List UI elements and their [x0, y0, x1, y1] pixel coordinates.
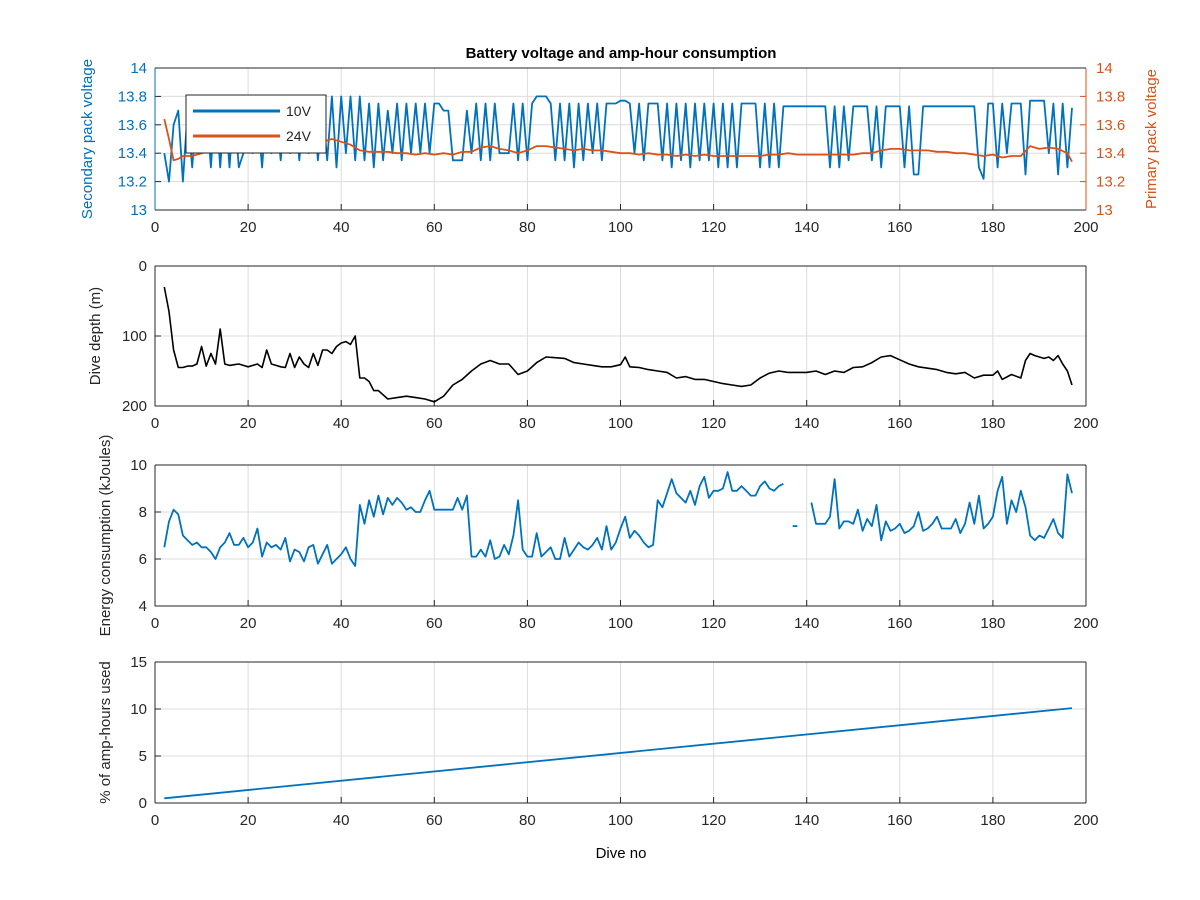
y-right-tick-label: 13.4 [1096, 145, 1125, 162]
x-tick-label: 200 [1073, 615, 1098, 632]
y-tick-label: 13.6 [118, 117, 147, 134]
series-line [163, 286, 1073, 403]
x-tick-label: 20 [240, 219, 257, 236]
x-tick-label: 160 [887, 219, 912, 236]
x-tick-label: 140 [794, 219, 819, 236]
x-tick-label: 60 [426, 415, 443, 432]
y-tick-label: 15 [130, 654, 147, 671]
x-tick-label: 40 [333, 812, 350, 829]
legend-entry: 10V [286, 103, 312, 119]
x-tick-label: 120 [701, 812, 726, 829]
x-tick-label: 120 [701, 415, 726, 432]
x-tick-label: 80 [519, 415, 536, 432]
y-axis-label: Energy consumption (kJoules) [97, 435, 114, 637]
x-tick-label: 100 [608, 615, 633, 632]
y-right-tick-label: 14 [1096, 60, 1113, 77]
y-tick-label: 6 [139, 551, 147, 568]
y-tick-label: 0 [139, 795, 147, 812]
series-line [810, 473, 1073, 542]
panel-3: 0 20 40 60 80 100 120 140 160 180 200 4 6 8 10 Energy c… [97, 435, 1099, 637]
y-tick-label: 200 [122, 398, 147, 415]
y-tick-label: 13.2 [118, 174, 147, 191]
panel-4: 0 20 40 60 80 100 120 140 160 180 200 0 5 10 15 % of am… [97, 654, 1099, 829]
y-tick-label: 4 [139, 598, 147, 615]
x-axis-label: Dive no [596, 845, 647, 862]
chart-title: Battery voltage and amp-hour consumption [466, 45, 777, 62]
x-tick-label: 100 [608, 415, 633, 432]
x-tick-label: 180 [980, 812, 1005, 829]
x-tick-label: 20 [240, 812, 257, 829]
x-tick-label: 120 [701, 615, 726, 632]
x-tick-label: 80 [519, 219, 536, 236]
y-tick-label: 8 [139, 504, 147, 521]
x-tick-label: 180 [980, 219, 1005, 236]
y-axis-label: % of amp-hours used [97, 661, 114, 804]
y-tick-label: 0 [139, 258, 147, 275]
legend-box [185, 94, 327, 154]
y-tick-label: 14 [130, 60, 147, 77]
x-tick-label: 0 [151, 812, 159, 829]
y-tick-label: 5 [139, 748, 147, 765]
y-tick-label: 13 [130, 202, 147, 219]
y-right-tick-label: 13.6 [1096, 117, 1125, 134]
x-tick-label: 200 [1073, 812, 1098, 829]
y-tick-label: 13.4 [118, 145, 147, 162]
x-tick-label: 140 [794, 812, 819, 829]
x-tick-label: 80 [519, 615, 536, 632]
x-tick-label: 140 [794, 415, 819, 432]
y-tick-label: 10 [130, 701, 147, 718]
x-tick-label: 60 [426, 219, 443, 236]
x-tick-label: 200 [1073, 219, 1098, 236]
panel-1: 0 20 40 60 80 100 120 140 160 180 2001313.213.413.… [79, 59, 1160, 236]
x-tick-label: 80 [519, 812, 536, 829]
x-tick-label: 100 [608, 219, 633, 236]
x-tick-label: 160 [887, 615, 912, 632]
legend: 10V 24V [185, 94, 327, 154]
x-tick-label: 0 [151, 219, 159, 236]
x-tick-label: 60 [426, 812, 443, 829]
y-tick-label: 13.8 [118, 88, 147, 105]
x-tick-label: 20 [240, 615, 257, 632]
y-right-tick-label: 13 [1096, 202, 1113, 219]
x-tick-label: 60 [426, 615, 443, 632]
series-line [164, 707, 1073, 800]
x-tick-label: 20 [240, 415, 257, 432]
x-tick-label: 160 [887, 812, 912, 829]
y-axis-label: Secondary pack voltage [79, 59, 96, 219]
series-line [163, 471, 784, 567]
x-tick-label: 40 [333, 615, 350, 632]
y-right-tick-label: 13.2 [1096, 174, 1125, 191]
x-tick-label: 40 [333, 219, 350, 236]
x-tick-label: 120 [701, 219, 726, 236]
x-tick-label: 180 [980, 415, 1005, 432]
x-tick-label: 0 [151, 615, 159, 632]
x-tick-label: 200 [1073, 415, 1098, 432]
y-tick-label: 100 [122, 328, 147, 345]
y-right-tick-label: 13.8 [1096, 88, 1125, 105]
y-axis-label: Dive depth (m) [87, 287, 104, 385]
x-tick-label: 180 [980, 615, 1005, 632]
x-tick-label: 140 [794, 615, 819, 632]
legend-entry: 24V [286, 128, 312, 144]
x-tick-label: 100 [608, 812, 633, 829]
x-tick-label: 40 [333, 415, 350, 432]
x-tick-label: 160 [887, 415, 912, 432]
y-axis-label-right: Primary pack voltage [1143, 69, 1160, 209]
x-tick-label: 0 [151, 415, 159, 432]
y-tick-label: 10 [130, 457, 147, 474]
